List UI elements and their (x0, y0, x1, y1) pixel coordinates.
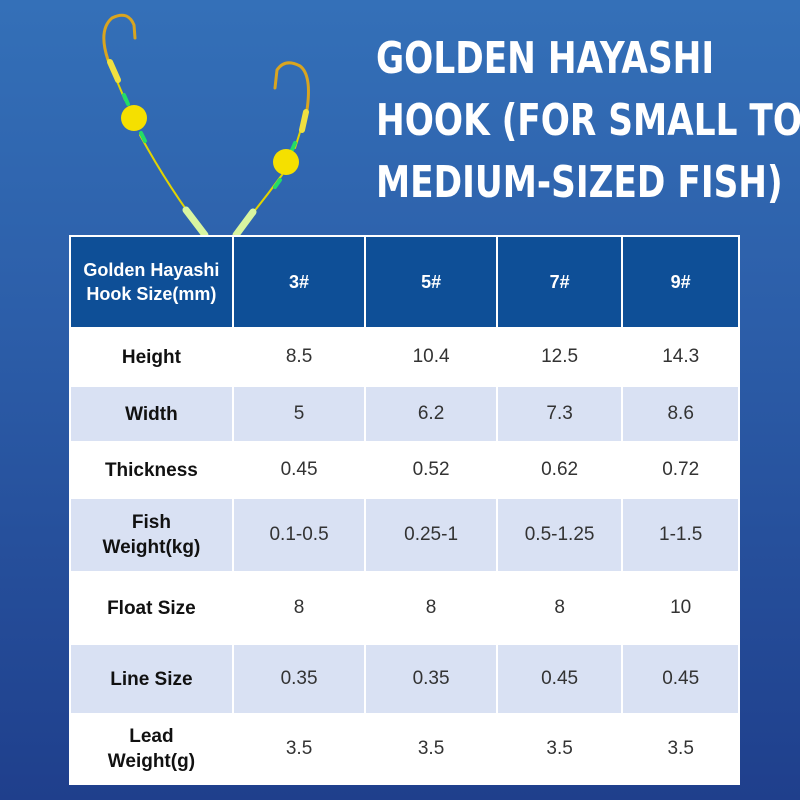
header-cell: Golden Hayashi Hook Size(mm) (69, 235, 234, 329)
table-cell: 0.62 (495, 441, 624, 499)
table-row: Lead Weight(g) 3.5 3.5 3.5 3.5 (69, 713, 740, 785)
table-cell: 0.72 (621, 441, 740, 499)
table-row: Line Size 0.35 0.35 0.45 0.45 (69, 643, 740, 715)
row-label: Height (69, 327, 234, 387)
table-cell: 7.3 (495, 385, 624, 443)
title-line: MEDIUM-SIZED FISH) (376, 157, 783, 208)
table-cell: 8.5 (231, 327, 367, 387)
row-label: Width (69, 385, 234, 443)
table-row: Width 5 6.2 7.3 8.6 (69, 385, 740, 443)
table-cell: 5 (231, 385, 367, 443)
table-cell: 1-1.5 (621, 497, 740, 573)
header-cell: 5# (364, 235, 498, 329)
row-label: Line Size (69, 643, 234, 715)
table-cell: 3.5 (231, 713, 367, 785)
size-spec-table: Golden Hayashi Hook Size(mm) 3# 5# 7# 9#… (69, 235, 740, 785)
hayashi-hook-illustration (102, 13, 310, 239)
title-line: HOOK (FOR SMALL TO (376, 95, 800, 146)
header-cell: 3# (231, 235, 367, 329)
table-cell: 8 (364, 571, 498, 645)
table-cell: 8 (495, 571, 624, 645)
table-cell: 0.5-1.25 (495, 497, 624, 573)
table-cell: 3.5 (364, 713, 498, 785)
table-cell: 8 (231, 571, 367, 645)
table-cell: 8.6 (621, 385, 740, 443)
table-cell: 0.1-0.5 (231, 497, 367, 573)
table-cell: 12.5 (495, 327, 624, 387)
table-cell: 0.35 (364, 643, 498, 715)
page-title: GOLDEN HAYASHI HOOK (FOR SMALL TO MEDIUM… (376, 28, 800, 214)
title-line: GOLDEN HAYASHI (376, 33, 715, 84)
table-cell: 0.25-1 (364, 497, 498, 573)
float-ball (273, 149, 299, 175)
header-cell: 7# (495, 235, 624, 329)
table-cell: 0.52 (364, 441, 498, 499)
table-cell: 0.45 (231, 441, 367, 499)
row-label: Fish Weight(kg) (69, 497, 234, 573)
row-label: Float Size (69, 571, 234, 645)
table-row: Height 8.5 10.4 12.5 14.3 (69, 327, 740, 387)
row-label: Lead Weight(g) (69, 713, 234, 785)
table-cell: 14.3 (621, 327, 740, 387)
table-cell: 0.45 (621, 643, 740, 715)
table-row: Fish Weight(kg) 0.1-0.5 0.25-1 0.5-1.25 1-1.… (69, 497, 740, 573)
table-cell: 3.5 (495, 713, 624, 785)
table-cell: 10.4 (364, 327, 498, 387)
table-cell: 0.45 (495, 643, 624, 715)
table-cell: 3.5 (621, 713, 740, 785)
float-ball (121, 105, 147, 131)
header-cell: 9# (621, 235, 740, 329)
table-row: Thickness 0.45 0.52 0.62 0.72 (69, 441, 740, 499)
table-cell: 10 (621, 571, 740, 645)
table-cell: 6.2 (364, 385, 498, 443)
table-row: Float Size 8 8 8 10 (69, 571, 740, 645)
table-header-row: Golden Hayashi Hook Size(mm) 3# 5# 7# 9# (69, 235, 740, 329)
table-cell: 0.35 (231, 643, 367, 715)
row-label: Thickness (69, 441, 234, 499)
